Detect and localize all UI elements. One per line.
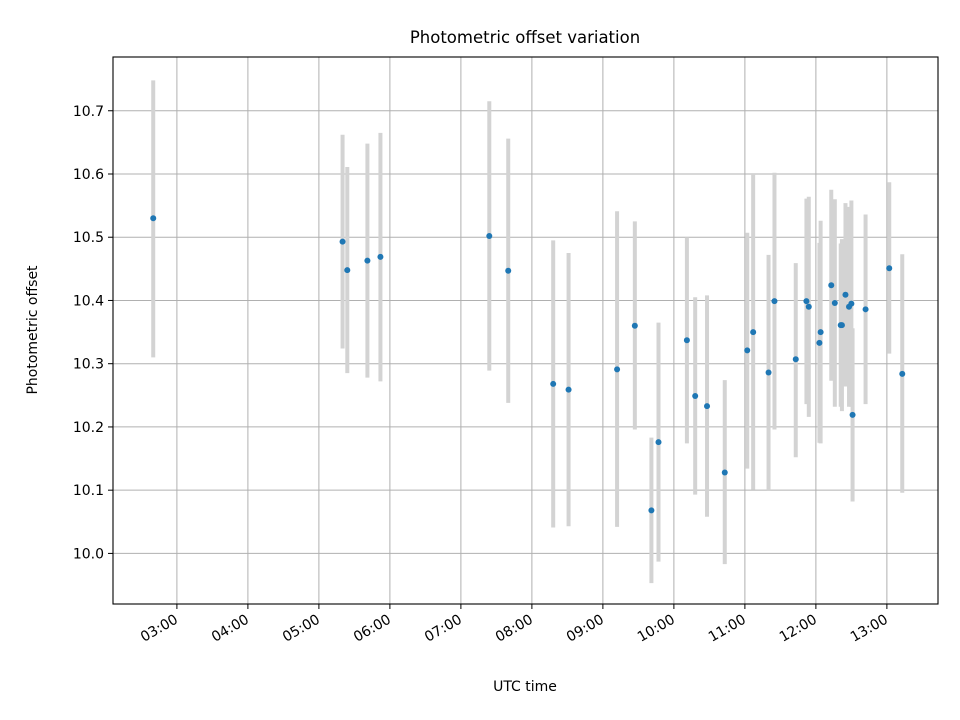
data-point xyxy=(505,267,512,274)
data-point xyxy=(655,439,662,446)
y-axis-ticks: 10.0 10.1 10.2 10.3 10.4 10.5 10.6 10.7 xyxy=(73,104,113,562)
data-point xyxy=(721,469,728,476)
data-point xyxy=(848,300,855,307)
plot-frame xyxy=(112,56,939,605)
x-axis-label: UTC time xyxy=(493,679,557,695)
y-tick-label: 10.4 xyxy=(73,293,104,309)
data-point xyxy=(648,507,655,514)
data-point xyxy=(849,411,856,418)
data-point xyxy=(838,322,845,329)
y-tick-label: 10.0 xyxy=(73,546,104,562)
data-point xyxy=(150,215,157,222)
y-tick-label: 10.3 xyxy=(73,357,104,373)
data-point xyxy=(805,303,812,310)
data-point xyxy=(831,299,838,306)
data-point xyxy=(750,329,757,336)
y-axis-label: Photometric offset xyxy=(25,265,41,395)
y-tick-label: 10.7 xyxy=(73,104,104,120)
data-points xyxy=(150,215,906,514)
data-point xyxy=(792,356,799,363)
data-point xyxy=(692,392,699,399)
data-point xyxy=(550,380,557,387)
data-point xyxy=(771,298,778,305)
data-point xyxy=(744,347,751,354)
data-point xyxy=(803,298,810,305)
y-tick-label: 10.5 xyxy=(73,230,104,246)
data-point xyxy=(765,369,772,376)
data-point xyxy=(377,253,384,260)
data-point xyxy=(886,265,893,272)
data-point xyxy=(344,267,351,274)
data-point xyxy=(339,238,346,245)
data-point xyxy=(704,403,711,410)
data-point xyxy=(565,386,572,393)
y-tick-label: 10.1 xyxy=(73,483,104,499)
chart-title: Photometric offset variation xyxy=(410,28,640,47)
data-point xyxy=(364,257,371,264)
data-point xyxy=(817,329,824,336)
data-point xyxy=(614,366,621,373)
grid xyxy=(113,57,938,604)
data-point xyxy=(828,282,835,289)
data-point xyxy=(816,339,823,346)
y-tick-label: 10.2 xyxy=(73,420,104,436)
data-point xyxy=(842,291,849,298)
y-tick-label: 10.6 xyxy=(73,167,104,183)
data-point xyxy=(862,306,869,313)
data-point xyxy=(631,322,638,329)
data-point xyxy=(683,337,690,344)
data-point xyxy=(899,370,906,377)
data-point xyxy=(486,232,493,239)
